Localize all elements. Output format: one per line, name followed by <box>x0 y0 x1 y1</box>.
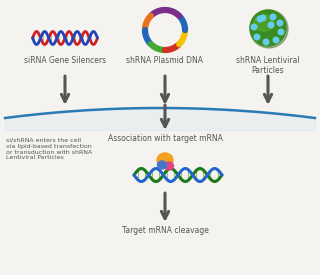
Text: shRNA Lentiviral
Particles: shRNA Lentiviral Particles <box>236 56 300 75</box>
Circle shape <box>278 29 284 35</box>
Text: shRNA Plasmid DNA: shRNA Plasmid DNA <box>126 56 204 65</box>
Text: siRNA Gene Silencers: siRNA Gene Silencers <box>24 56 106 65</box>
Circle shape <box>254 34 260 40</box>
Circle shape <box>250 10 288 48</box>
Circle shape <box>251 24 257 30</box>
Circle shape <box>273 37 279 43</box>
Circle shape <box>260 15 266 21</box>
Ellipse shape <box>164 162 173 170</box>
Ellipse shape <box>254 15 274 31</box>
Circle shape <box>277 20 283 26</box>
Circle shape <box>270 14 276 20</box>
Text: si/shRNA enters the cell
via lipid-based transfection
or transduction with shRNA: si/shRNA enters the cell via lipid-based… <box>6 138 92 160</box>
Ellipse shape <box>157 153 173 167</box>
Circle shape <box>250 10 286 46</box>
Circle shape <box>263 39 269 45</box>
Ellipse shape <box>157 161 166 169</box>
Text: Association with target mRNA: Association with target mRNA <box>108 134 222 143</box>
Circle shape <box>257 16 263 22</box>
Text: Target mRNA cleavage: Target mRNA cleavage <box>122 226 208 235</box>
Circle shape <box>268 22 274 28</box>
